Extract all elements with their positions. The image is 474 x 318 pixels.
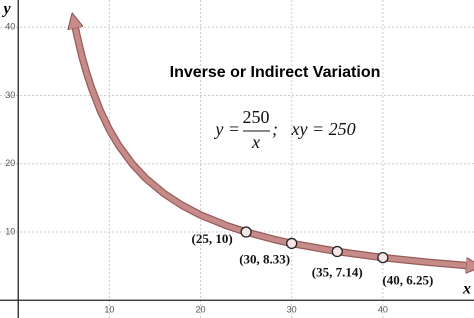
y-axis-label: y <box>1 1 11 18</box>
formula-rest: ; xy = 250 <box>272 119 356 139</box>
data-label: (35, 7.14) <box>312 265 363 280</box>
x-tick-label: 10 <box>104 305 114 315</box>
data-label: (40, 6.25) <box>382 273 433 288</box>
y-tick-label: 30 <box>5 90 15 100</box>
x-tick-label: 40 <box>378 305 388 315</box>
data-point <box>377 251 389 264</box>
data-label: (30, 8.33) <box>239 251 290 266</box>
y-tick-label: 20 <box>5 158 15 168</box>
y-tick-label: 10 <box>5 226 15 236</box>
x-tick-label: 20 <box>196 305 206 315</box>
chart-title: Inverse or Indirect Variation <box>170 64 381 81</box>
x-tick-label: 30 <box>287 305 297 315</box>
y-tick-label: 40 <box>5 22 15 32</box>
formula-numerator: 250 <box>243 107 270 127</box>
formula-lhs: y = <box>213 119 240 139</box>
data-label: (25, 10) <box>192 231 233 246</box>
curve <box>74 21 474 267</box>
data-point <box>331 245 343 258</box>
x-axis-label: x <box>462 281 471 298</box>
data-point <box>286 237 298 250</box>
data-point <box>240 226 252 238</box>
formula-denominator: x <box>251 132 260 152</box>
curve-outline <box>70 19 474 270</box>
